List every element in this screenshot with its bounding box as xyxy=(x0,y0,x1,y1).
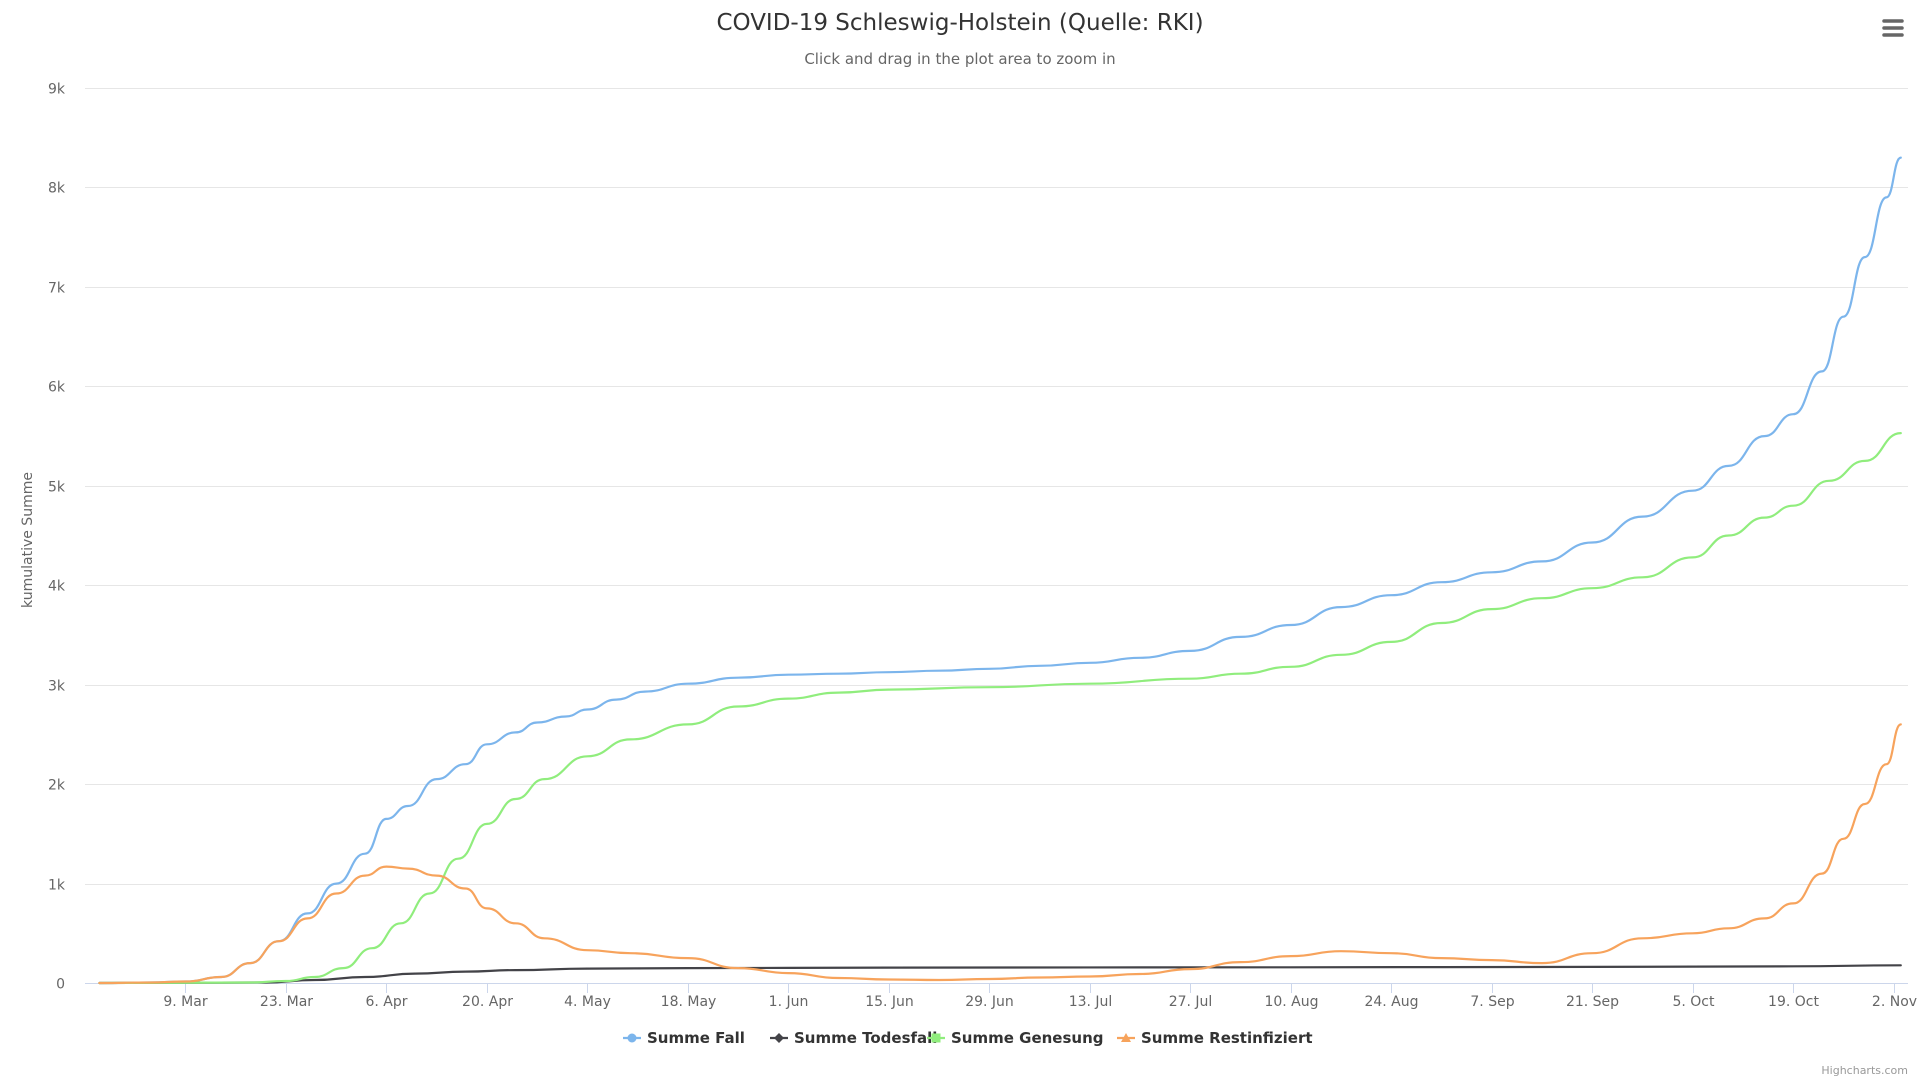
x-tick-label: 2. Nov xyxy=(1872,994,1917,1010)
y-tick-label: 4k xyxy=(48,579,66,595)
x-axis: 9. Mar 23. Mar 6. Apr 20. Apr 4. May 18. May 1… xyxy=(85,983,1917,1010)
series-line xyxy=(98,723,1902,985)
x-tick-label: 29. Jun xyxy=(965,994,1014,1010)
y-tick-label: 6k xyxy=(48,380,66,396)
y-tick-label: 7k xyxy=(48,281,66,297)
y-tick-label: 8k xyxy=(48,181,66,197)
x-tick-label: 24. Aug xyxy=(1364,994,1418,1010)
legend-label: Summe Fall xyxy=(647,1029,745,1047)
legend: Summe Fall Summe Todesfall Summe Genesung S… xyxy=(623,1029,1313,1047)
series-summe-genesung xyxy=(98,432,1902,985)
x-tick-label: 7. Sep xyxy=(1470,994,1514,1010)
legend-square-marker xyxy=(931,1033,941,1043)
x-tick-label: 23. Mar xyxy=(260,994,313,1010)
x-tick-label: 5. Oct xyxy=(1672,994,1715,1010)
x-tick-label: 10. Aug xyxy=(1264,994,1318,1010)
series-line xyxy=(98,156,1902,985)
legend-circle-marker xyxy=(627,1033,637,1043)
series-line xyxy=(98,432,1902,985)
y-tick-label: 9k xyxy=(48,82,66,98)
legend-label: Summe Restinfiziert xyxy=(1141,1029,1313,1047)
x-tick-label: 19. Oct xyxy=(1768,994,1819,1010)
legend-item-summe-fall[interactable]: Summe Fall xyxy=(623,1029,745,1047)
x-tick-label: 15. Jun xyxy=(865,994,914,1010)
y-axis: 0 1k 2k 3k 4k 5k 6k 7k 8k 9k xyxy=(48,82,66,993)
hamburger-menu-icon xyxy=(1882,19,1904,37)
credits-link[interactable]: Highcharts.com xyxy=(1821,1064,1908,1077)
legend-item-summe-genesung[interactable]: Summe Genesung xyxy=(927,1029,1104,1047)
legend-item-summe-restinfiziert[interactable]: Summe Restinfiziert xyxy=(1117,1029,1313,1047)
plot-area[interactable] xyxy=(85,88,1908,985)
x-tick-label: 21. Sep xyxy=(1566,994,1619,1010)
series-summe-fall xyxy=(98,156,1902,985)
y-axis-title: kumulative Summe xyxy=(20,472,36,608)
series-line xyxy=(98,964,1902,985)
legend-label: Summe Genesung xyxy=(951,1029,1104,1047)
x-tick-label: 9. Mar xyxy=(163,994,207,1010)
x-tick-label: 20. Apr xyxy=(462,994,513,1010)
y-tick-label: 1k xyxy=(48,878,66,894)
x-tick-label: 27. Jul xyxy=(1169,994,1213,1010)
y-tick-label: 2k xyxy=(48,778,66,794)
export-menu-button[interactable] xyxy=(1874,14,1908,44)
plot-background xyxy=(85,88,1908,983)
x-tick-label: 18. May xyxy=(661,994,717,1010)
grid-lines xyxy=(85,88,1908,885)
legend-label: Summe Todesfall xyxy=(794,1029,937,1047)
y-tick-label: 5k xyxy=(48,480,66,496)
legend-triangle-marker xyxy=(1121,1033,1131,1042)
series-summe-todesfall xyxy=(98,964,1902,985)
chart-subtitle: Click and drag in the plot area to zoom … xyxy=(804,50,1115,68)
series-summe-restinfiziert xyxy=(98,723,1902,985)
x-tick-label: 1. Jun xyxy=(769,994,809,1010)
x-tick-label: 4. May xyxy=(564,994,611,1010)
y-tick-label: 3k xyxy=(48,679,66,695)
x-tick-label: 13. Jul xyxy=(1069,994,1113,1010)
chart-title: COVID-19 Schleswig-Holstein (Quelle: RKI… xyxy=(716,10,1203,36)
legend-item-summe-todesfall[interactable]: Summe Todesfall xyxy=(770,1029,937,1047)
x-tick-label: 6. Apr xyxy=(365,994,407,1010)
legend-diamond-marker xyxy=(774,1033,784,1043)
y-tick-label: 0 xyxy=(56,977,65,993)
